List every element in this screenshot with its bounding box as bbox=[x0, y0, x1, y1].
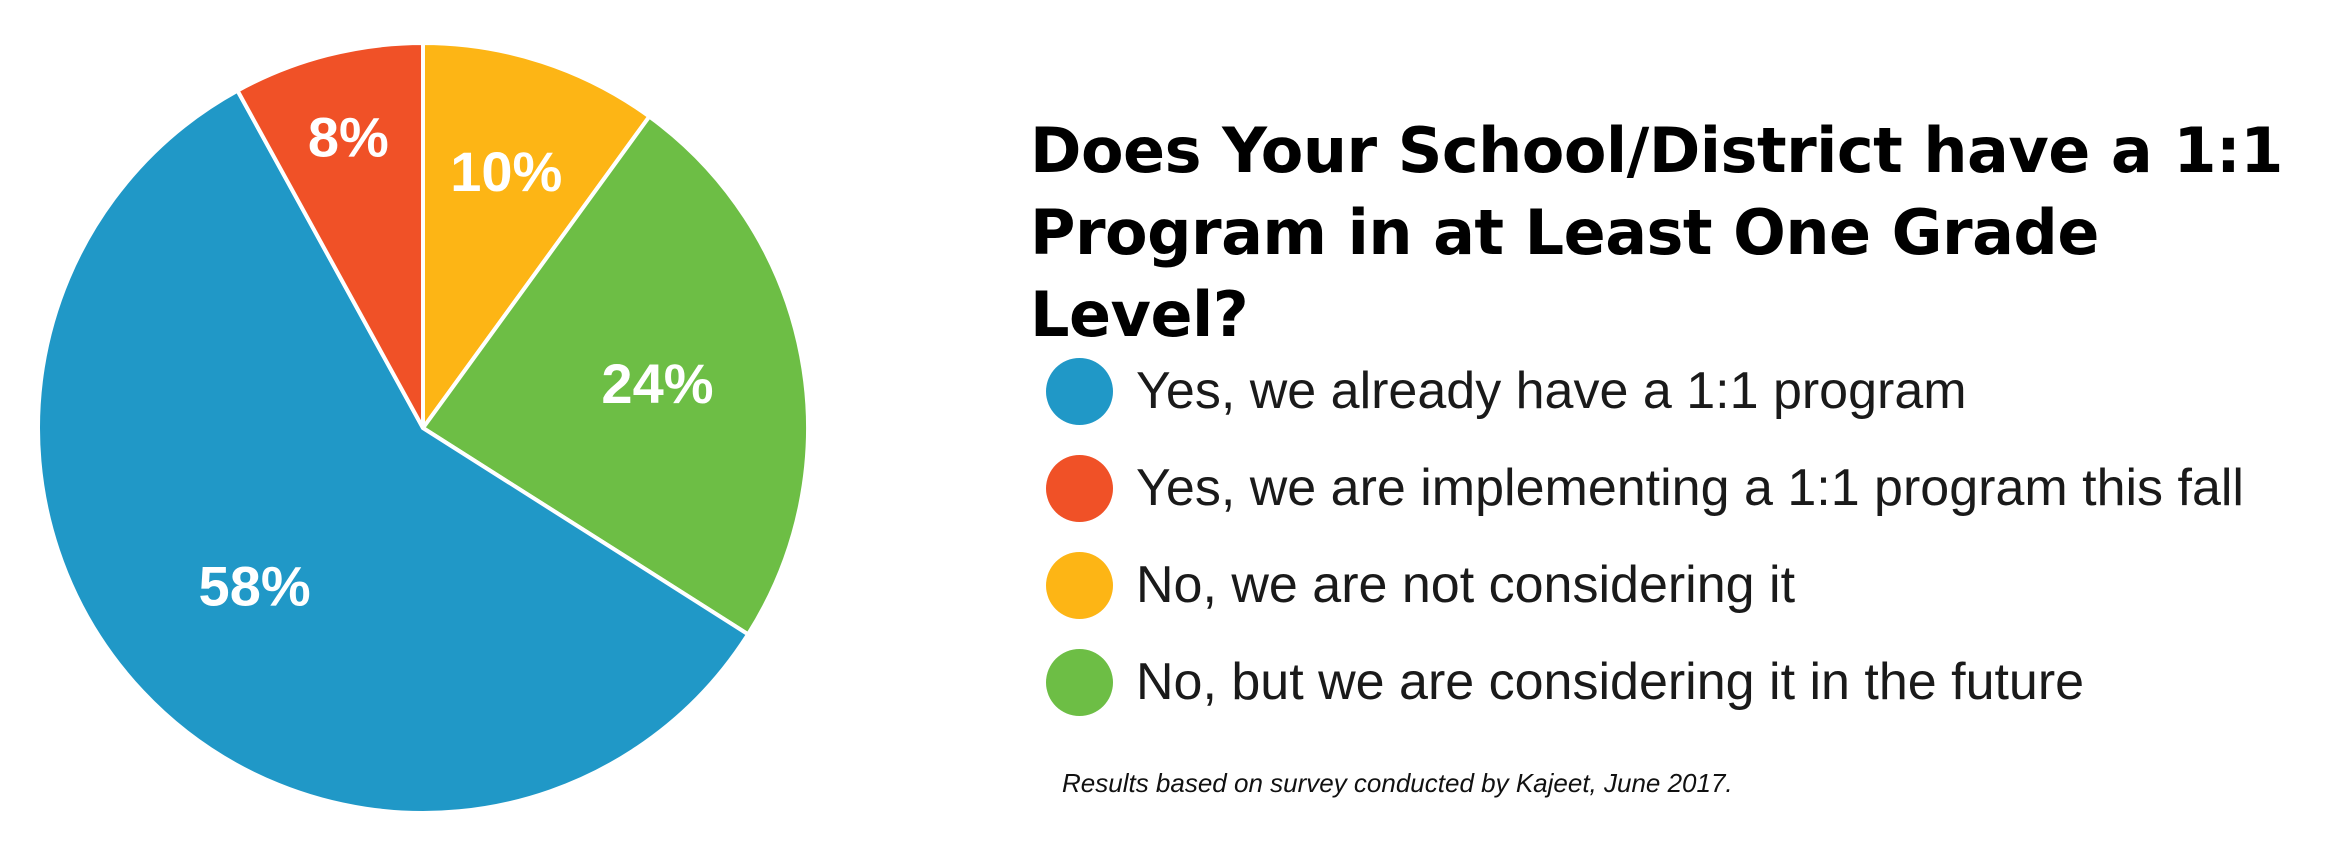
chart-title: Does Your School/District have a 1:1 Pro… bbox=[1030, 114, 2283, 351]
label-already-have: 58% bbox=[199, 555, 311, 618]
legend-item-already-have: Yes, we already have a 1:1 program bbox=[1046, 357, 2316, 425]
legend-swatch-already-have bbox=[1046, 357, 1113, 425]
legend-item-considering-future: No, but we are considering it in the fut… bbox=[1046, 648, 2316, 716]
legend-swatch-implementing bbox=[1046, 454, 1113, 522]
legend: Yes, we already have a 1:1 program Yes, … bbox=[1046, 357, 2316, 746]
legend-label-implementing: Yes, we are implementing a 1:1 program t… bbox=[1136, 459, 2244, 517]
pie-chart: 10% 24% 58% 8% bbox=[36, 41, 810, 815]
label-not-considering: 10% bbox=[450, 140, 562, 203]
legend-item-implementing: Yes, we are implementing a 1:1 program t… bbox=[1046, 454, 2316, 522]
legend-label-already-have: Yes, we already have a 1:1 program bbox=[1136, 362, 1967, 420]
legend-label-not-considering: No, we are not considering it bbox=[1136, 556, 1796, 614]
legend-swatch-considering-future bbox=[1046, 648, 1113, 716]
label-implementing: 8% bbox=[308, 106, 389, 169]
source-note: Results based on survey conducted by Kaj… bbox=[1062, 768, 1733, 798]
legend-item-not-considering: No, we are not considering it bbox=[1046, 551, 2316, 619]
slice-not-considering bbox=[421, 41, 652, 430]
legend-swatch-not-considering bbox=[1046, 551, 1113, 619]
label-considering-future: 24% bbox=[601, 352, 713, 415]
slice-already-have bbox=[36, 88, 751, 815]
slice-implementing bbox=[235, 41, 425, 430]
slice-considering-future bbox=[421, 114, 810, 637]
legend-label-considering-future: No, but we are considering it in the fut… bbox=[1136, 653, 2085, 711]
